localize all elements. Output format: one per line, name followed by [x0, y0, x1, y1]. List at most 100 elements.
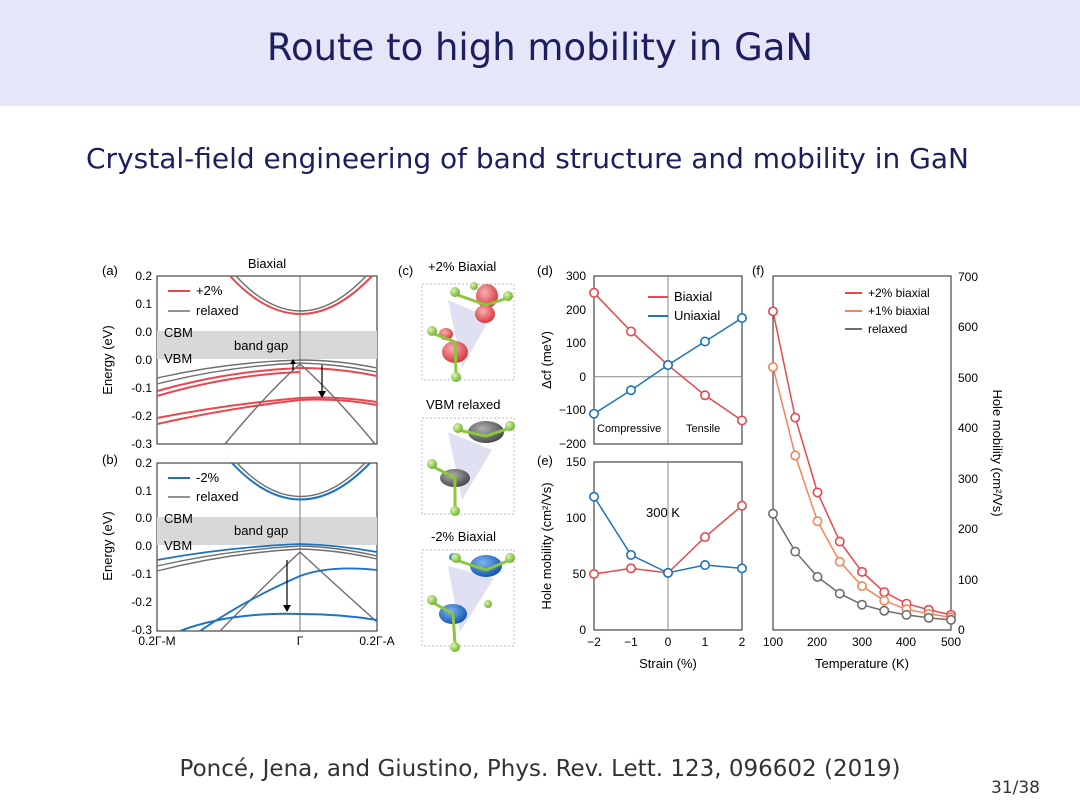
- panel-b-ytick: 0.1: [135, 484, 152, 498]
- panel-b-vb-relaxed: [219, 551, 378, 632]
- structure-plus2: [421, 282, 515, 382]
- panel-f-data-point: [856, 599, 867, 610]
- orbital-lobe: [468, 421, 504, 443]
- panel-b-gap-band: [157, 517, 377, 545]
- panel-f: (f) 700 600 500 400 300 200 100 0 100 20…: [752, 263, 1005, 671]
- panel-d-annotation: Tensile: [686, 423, 720, 435]
- panel-c-caption: -2% Biaxial: [431, 529, 496, 544]
- panel-d: (d) 300 200 100 0 −100 −200 Δcf (meV) Bi…: [537, 263, 747, 451]
- panel-b-xtick: Γ: [297, 634, 304, 648]
- slide-subtitle: Crystal-field engineering of band struct…: [86, 142, 969, 175]
- panel-b-frame: [156, 462, 378, 632]
- panel-f-data-point: [812, 487, 823, 498]
- panel-b-xtick: 0.2Γ-A: [359, 634, 394, 648]
- panel-d-ytick: 300: [566, 269, 586, 283]
- structure-relaxed: [421, 417, 515, 516]
- panel-c: (c) +2% Biaxial VBM relaxed -2% Biaxial: [398, 259, 515, 652]
- panel-a-vb-relaxed: [224, 363, 376, 445]
- panel-b-label: (b): [102, 452, 118, 467]
- panel-f-data-point: [812, 516, 823, 527]
- panel-d-legend-label: Uniaxial: [674, 308, 720, 323]
- panel-d-ytick: 0: [579, 370, 586, 384]
- panel-f-series-line: [772, 366, 952, 619]
- panel-f-data-point: [767, 508, 778, 519]
- panel-d-data-point: [588, 287, 599, 298]
- panel-e-data-point: [625, 549, 636, 560]
- panel-f-data-point: [812, 571, 823, 582]
- panel-f-data-point: [834, 536, 845, 547]
- panel-d-data-point: [625, 326, 636, 337]
- panel-b-arrowhead: [283, 605, 291, 612]
- panel-f-data-point: [767, 306, 778, 317]
- panel-d-ytick: 100: [566, 336, 586, 350]
- panel-a-vbm-label: VBM: [164, 351, 192, 366]
- panel-a-ytick: 0.1: [135, 297, 152, 311]
- panel-f-ytick: 500: [958, 371, 978, 385]
- panel-a-ytick: 0.2: [135, 269, 152, 283]
- panel-c-caption: VBM relaxed: [426, 397, 500, 412]
- panel-f-legend-label: +2% biaxial: [868, 286, 930, 300]
- panel-a-ytick: 0.0: [135, 353, 152, 367]
- panel-f-data-point: [879, 587, 890, 598]
- panel-f-data-point: [923, 612, 934, 623]
- panel-b-ylabel: Energy (eV): [100, 511, 115, 580]
- panel-d-ytick: −200: [559, 437, 586, 451]
- panel-d-legend-label: Biaxial: [674, 289, 712, 304]
- panel-a-vb-strained: [156, 371, 301, 397]
- panel-d-data-point: [662, 360, 673, 371]
- panel-e-xtick: −2: [587, 635, 601, 649]
- structure-minus2: [421, 549, 515, 652]
- panel-e-data-point: [625, 563, 636, 574]
- panel-a-vb-strained: [156, 366, 378, 392]
- panel-e-ytick: 50: [573, 567, 587, 581]
- panel-d-data-point: [699, 390, 710, 401]
- panel-f-data-point: [945, 614, 956, 625]
- panel-d-ytick: −100: [559, 403, 586, 417]
- orbital-lobe: [470, 555, 502, 577]
- panel-f-xtick: 300: [852, 635, 872, 649]
- panel-d-ylabel: Δcf (meV): [539, 331, 554, 389]
- panel-a-ylabel: Energy (eV): [100, 325, 115, 394]
- panel-e-ylabel: Hole mobility (cm²/Vs): [539, 482, 554, 609]
- panel-d-label: (d): [537, 263, 553, 278]
- panel-e-xtick: 0: [665, 635, 672, 649]
- panel-b-gap-label: band gap: [234, 523, 288, 538]
- panel-b-vb-strained: [199, 567, 378, 632]
- panel-f-xtick: 500: [941, 635, 961, 649]
- panel-b-vb-strained: [179, 612, 378, 632]
- panel-f-xlabel: Temperature (K): [815, 656, 909, 671]
- panel-b-ytick: -0.1: [131, 567, 152, 581]
- panel-f-data-point: [834, 556, 845, 567]
- panel-a-arrowhead: [318, 391, 326, 398]
- panel-d-data-point: [625, 385, 636, 396]
- panel-b-ytick: -0.2: [131, 595, 152, 609]
- panel-f-ylabel: Hole mobility (cm²/Vs): [990, 389, 1005, 516]
- panel-b-vbm-label: VBM: [164, 538, 192, 553]
- panel-f-data-point: [790, 450, 801, 461]
- citation: Poncé, Jena, and Giustino, Phys. Rev. Le…: [179, 756, 901, 782]
- panel-f-legend-label: +1% biaxial: [868, 304, 930, 318]
- panel-b: (b) 0.2 0.1 0.0 0.0 -0.1 -0.2 -0.3 Energ…: [100, 452, 395, 648]
- panel-a-arrowhead: [290, 359, 296, 364]
- panel-a-vb-relaxed: [156, 359, 378, 379]
- panel-c-caption: +2% Biaxial: [428, 259, 496, 274]
- panel-d-data-point: [736, 312, 747, 323]
- panel-b-ytick: 0.2: [135, 456, 152, 470]
- panel-f-ytick: 0: [958, 623, 965, 637]
- panel-a-ytick: -0.1: [131, 381, 152, 395]
- panel-e-xtick: −1: [624, 635, 638, 649]
- panel-f-ytick: 300: [958, 472, 978, 486]
- panel-f-xtick: 200: [807, 635, 827, 649]
- panel-b-ytick: 0.0: [135, 539, 152, 553]
- panel-e-data-point: [588, 491, 599, 502]
- panel-a-cb-strained: [229, 275, 373, 315]
- panel-a-cb-relaxed: [235, 275, 367, 312]
- panel-e-xlabel: Strain (%): [639, 656, 697, 671]
- panel-a-ytick: -0.3: [131, 437, 152, 451]
- panel-f-ytick: 200: [958, 522, 978, 536]
- panel-a-frame: [156, 275, 378, 445]
- panel-e-data-point: [588, 568, 599, 579]
- slide-header: Route to high mobility in GaN: [0, 0, 1080, 106]
- panel-f-data-point: [856, 566, 867, 577]
- panel-f-data-point: [834, 588, 845, 599]
